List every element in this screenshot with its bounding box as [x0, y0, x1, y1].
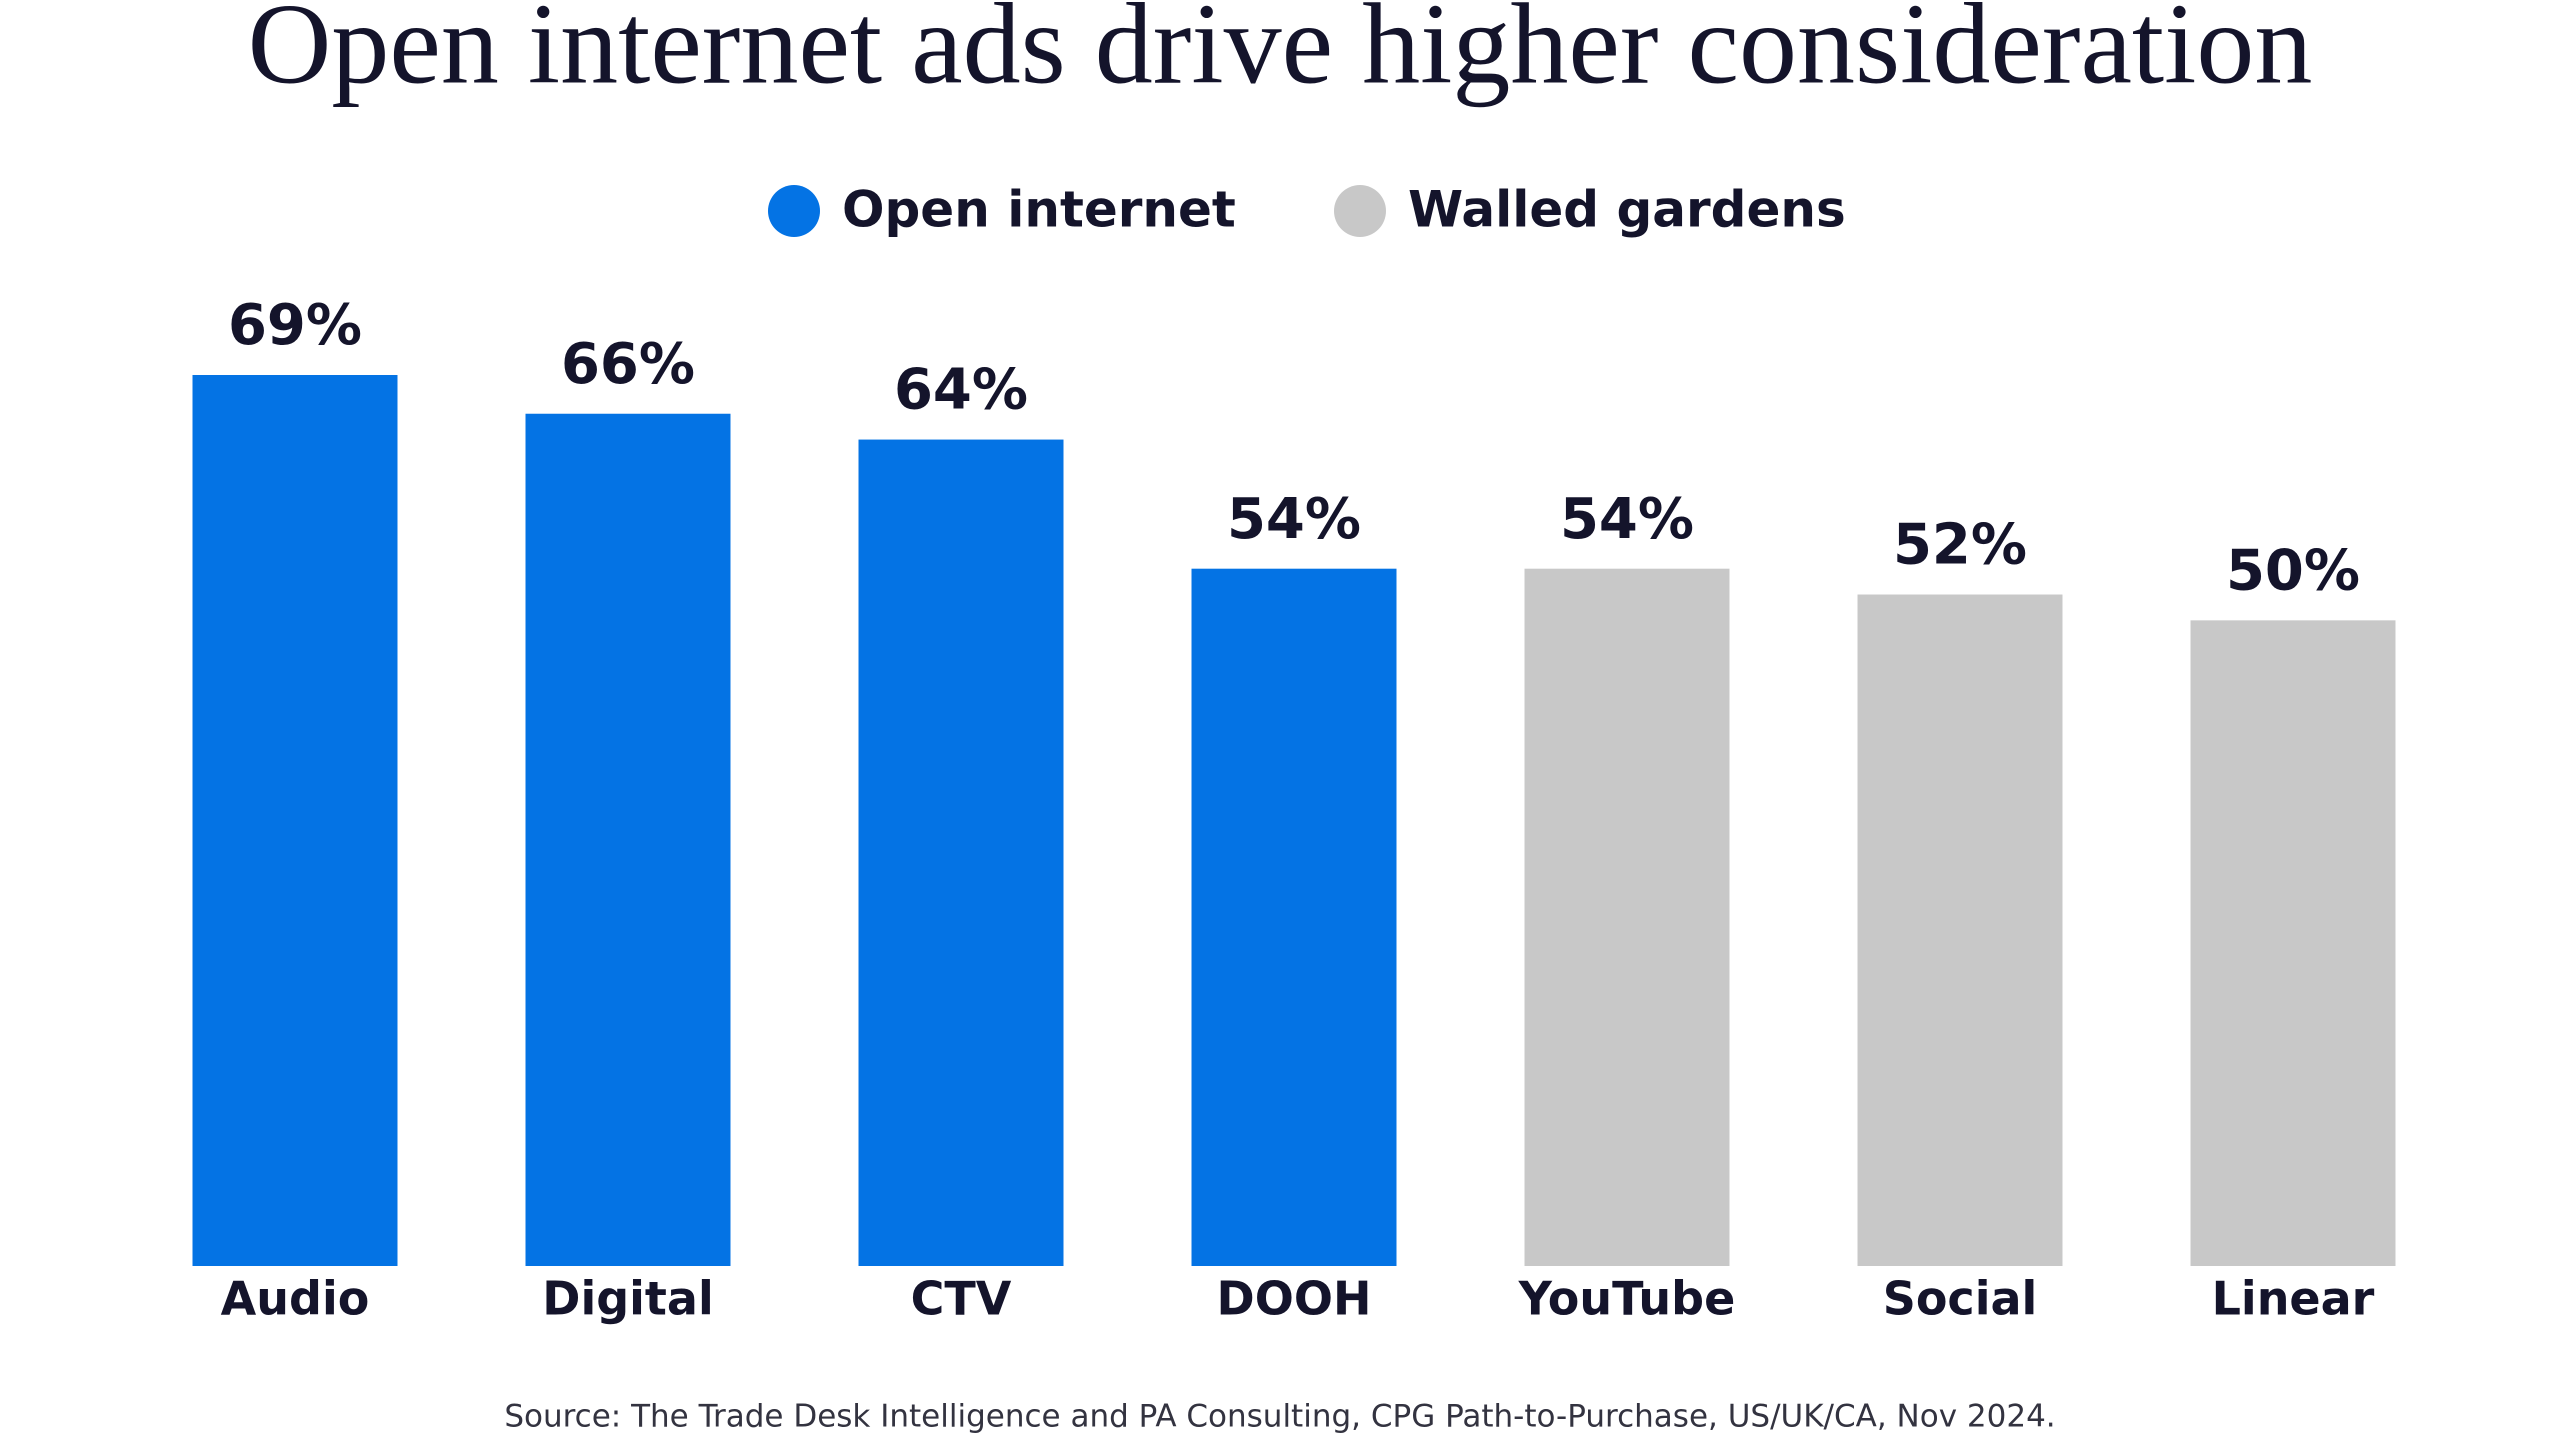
data-label: 54% [1560, 487, 1694, 552]
data-label: 69% [228, 293, 362, 358]
bar [1857, 594, 2063, 1266]
legend-swatch [1334, 185, 1386, 237]
data-label: 66% [561, 332, 695, 397]
x-tick-label: Linear [2212, 1272, 2375, 1326]
bar [525, 413, 731, 1266]
legend-swatch [768, 185, 820, 237]
legend-label: Walled gardens [1408, 181, 1846, 239]
bar [192, 375, 398, 1266]
bar [858, 439, 1064, 1267]
x-tick-label: DOOH [1217, 1272, 1372, 1326]
bar [1191, 568, 1397, 1266]
x-tick-label: Digital [542, 1272, 713, 1326]
x-tick-label: YouTube [1518, 1272, 1736, 1326]
x-tick-label: Audio [221, 1272, 370, 1326]
x-tick-label: Social [1883, 1272, 2038, 1326]
x-tick-label: CTV [911, 1272, 1012, 1326]
legend-label: Open internet [842, 181, 1236, 239]
data-label: 52% [1893, 513, 2027, 578]
bar [1524, 568, 1730, 1266]
source-note: Source: The Trade Desk Intelligence and … [504, 1399, 2055, 1435]
data-label: 64% [894, 358, 1028, 423]
chart-title: Open internet ads drive higher considera… [248, 0, 2313, 109]
data-label: 50% [2226, 538, 2360, 603]
bar [2190, 620, 2396, 1266]
data-label: 54% [1227, 487, 1361, 552]
